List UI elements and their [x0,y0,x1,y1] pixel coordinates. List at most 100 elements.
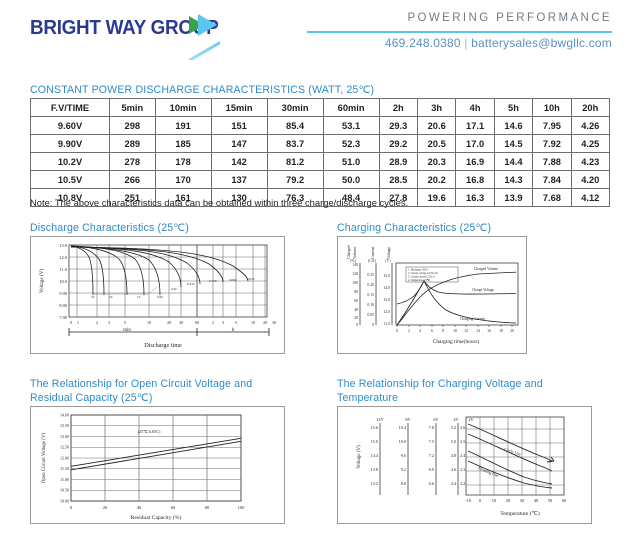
cell-value: 16.8 [455,170,495,189]
svg-text:5.0: 5.0 [451,439,456,444]
svg-text:100: 100 [238,505,245,510]
cell-value: 14.4 [493,152,534,171]
svg-text:12.00: 12.00 [60,456,69,461]
svg-text:5: 5 [235,320,237,325]
svg-text:13.00: 13.00 [60,434,69,439]
svg-text:9.00: 9.00 [59,291,67,296]
svg-text:40: 40 [534,498,539,503]
svg-text:80: 80 [205,505,210,510]
cell-value: 4.23 [570,152,611,171]
col-header: 20h [570,98,611,117]
cell-fv: 10.2V [30,152,110,171]
cell-value: 28.5 [378,170,419,189]
cell-value: 76.3 [266,188,324,207]
svg-text:11.0: 11.0 [59,267,67,272]
svg-text:5.2: 5.2 [451,425,456,430]
cell-value: 7.84 [532,170,572,189]
col-header: 10min [154,98,212,117]
ocv-chart-title: The Relationship for Open Circuit Voltag… [30,378,253,404]
svg-text:30: 30 [520,498,525,503]
svg-text:15.6: 15.6 [371,425,378,430]
svg-text:12: 12 [464,329,468,333]
svg-text:30: 30 [272,320,276,325]
phone-number[interactable]: 469.248.0380 [384,36,461,50]
svg-text:0.20: 0.20 [367,283,374,287]
svg-text:2: 2 [212,320,214,325]
svg-text:14.00: 14.00 [60,413,69,418]
svg-text:0.09C: 0.09C [229,278,238,282]
cell-value: 7.95 [532,116,572,135]
svg-text:4: 4 [419,329,421,333]
cell-value: 81.2 [266,152,324,171]
cell-fv: 10.5V [30,170,110,189]
temp-chart-panel: 12V 8V 6V 4V 2V 15.6 15.0 14.4 13.8 13.2 1… [337,406,592,524]
ocv-annotation: (25℃,0.05C) [138,429,161,435]
discharge-x-axis-label: Discharge time [144,342,182,349]
series-label-floating-use: Floating Use [478,465,500,478]
svg-text:2V: 2V [468,417,474,422]
svg-text:10.00: 10.00 [60,499,69,504]
svg-text:Charged: Charged [346,246,351,259]
col-header: 4h [455,98,495,117]
svg-text:0: 0 [70,505,73,510]
table-header-row: F.V/TIME 5min 10min 15min 30min 60min 2h… [30,98,611,117]
svg-text:11.0: 11.0 [383,322,390,326]
table-row: 10.2V 278 178 142 81.2 51.0 28.9 20.3 16.9 14.4 7.… [30,152,611,171]
svg-text:4V: 4V [453,417,459,422]
table-note: Note: The above characteristics data can… [30,197,409,208]
cell-value: 251 [109,188,156,207]
svg-text:15.0: 15.0 [371,439,378,444]
cell-value: 20.2 [416,170,457,189]
col-header: 60min [322,98,380,117]
col-header: 15min [210,98,268,117]
svg-text:12.50: 12.50 [60,445,69,450]
cell-value: 170 [154,170,212,189]
charging-chart-title: Charging Characteristics (25℃) [337,222,492,234]
svg-text:40: 40 [137,505,142,510]
svg-text:14.0: 14.0 [383,286,390,290]
cell-value: 7.88 [532,152,572,171]
svg-text:14: 14 [476,329,480,333]
charging-chart-panel: Charged Volume Current Voltage (%) (CA) … [337,236,527,354]
cell-value: 7.68 [532,188,572,207]
discharge-chart-svg: 13.0 12.0 11.0 10.0 9.00 8.00 7.00 Volta… [38,243,276,349]
svg-text:13.2: 13.2 [371,481,378,486]
svg-text:50: 50 [548,498,553,503]
svg-text:20: 20 [510,329,514,333]
svg-text:9.6: 9.6 [401,453,406,458]
svg-text:7.00: 7.00 [59,315,67,320]
svg-text:60: 60 [354,299,358,303]
svg-text:5: 5 [124,320,126,325]
discharge-y-axis-label: Voltage (V) [38,269,45,294]
cell-value: 289 [109,134,156,153]
email-address[interactable]: batterysales@bwgllc.com [471,36,612,50]
svg-text:6.6: 6.6 [429,481,434,486]
cell-value: 161 [154,188,212,207]
cell-value: 85.4 [266,116,324,135]
charging-chart-svg: Charged Volume Current Voltage (%) (CA) … [346,246,519,345]
svg-text:20: 20 [354,316,358,320]
svg-text:8.00: 8.00 [59,303,67,308]
cell-value: 14.3 [493,170,534,189]
table-row: 10.8V 251 161 130 76.3 48.4 27.8 19.6 16.3 13.9 7.… [30,188,611,207]
svg-text:9.2: 9.2 [401,467,406,472]
svg-text:3C: 3C [91,295,96,299]
svg-text:1. Discharge 100%: 1. Discharge 100% [408,269,429,272]
cell-value: 278 [109,152,156,171]
svg-text:12.0: 12.0 [59,255,67,260]
svg-text:0.4C: 0.4C [171,287,178,291]
cell-value: 28.9 [378,152,419,171]
svg-text:0: 0 [479,498,482,503]
svg-text:18: 18 [499,329,503,333]
cell-value: 4.25 [570,134,611,153]
svg-text:-10: -10 [465,498,472,503]
svg-text:0.17C: 0.17C [209,279,218,283]
col-header: 10h [532,98,572,117]
discharge-table: F.V/TIME 5min 10min 15min 30min 60min 2h… [30,98,611,207]
svg-text:0.25: 0.25 [367,273,374,277]
svg-text:8.8: 8.8 [401,481,406,486]
cell-value: 51.0 [322,152,380,171]
series-label-cycle-use: Cycle Use [504,446,522,457]
cell-value: 266 [109,170,156,189]
svg-text:6.9: 6.9 [429,467,434,472]
